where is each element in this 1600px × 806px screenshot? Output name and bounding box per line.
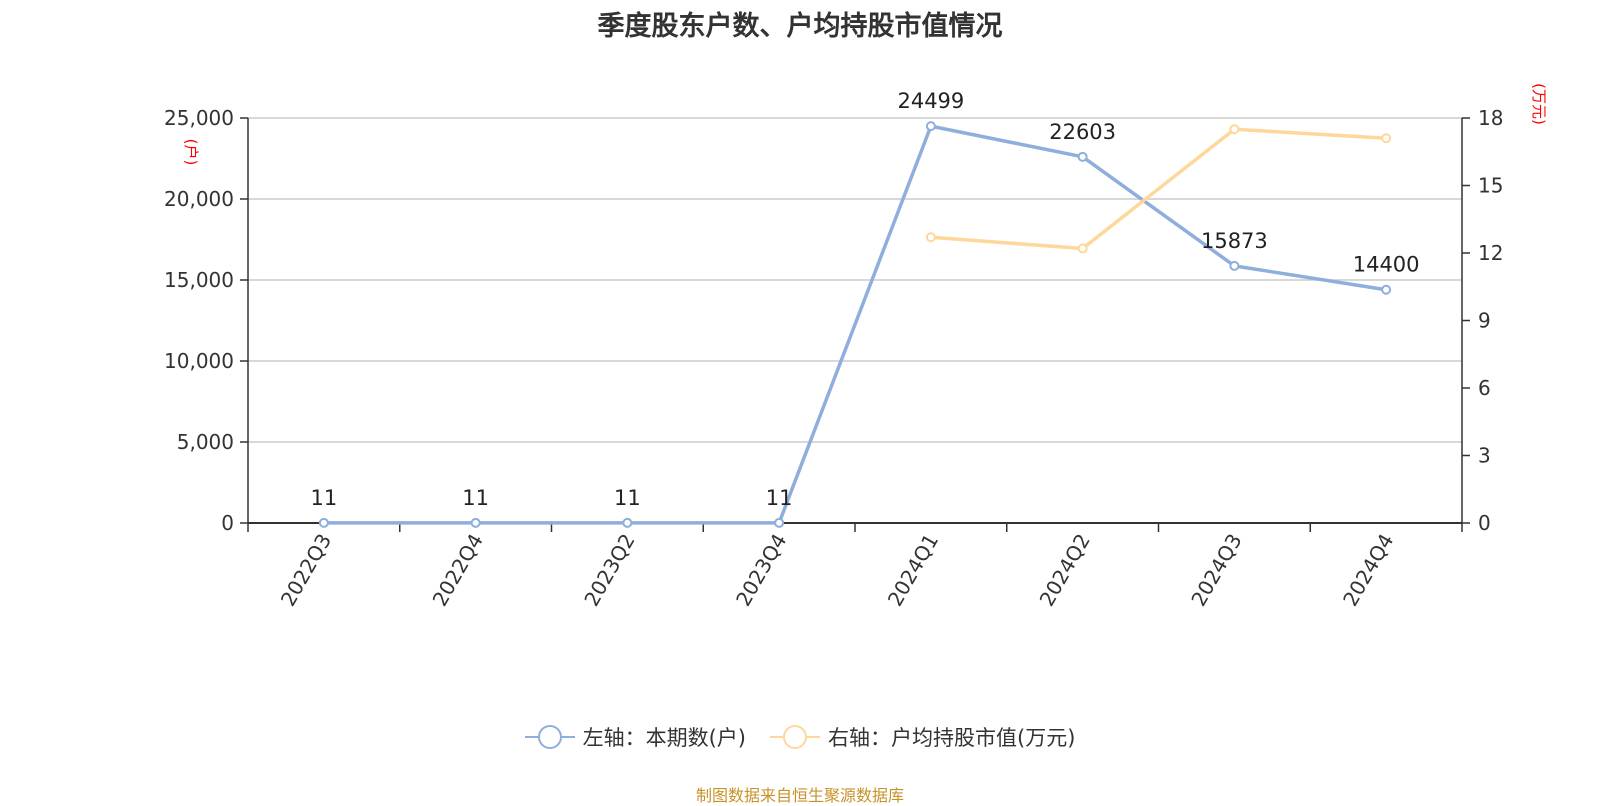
x-axis-tick-label: 2024Q4: [1338, 530, 1398, 611]
left-axis-tick-label: 25,000: [164, 106, 234, 130]
legend-item-left-series[interactable]: 左轴：本期数(户): [524, 722, 746, 752]
series-lines: [318, 121, 1392, 528]
data-label: 11: [311, 486, 338, 510]
x-axis-tick-label: 2024Q3: [1186, 530, 1246, 611]
legend: 左轴：本期数(户) 右轴：户均持股市值(万元): [0, 722, 1600, 752]
axes: 0 5,000 10,000 15,000 20,000 25,000 0 3 6 9 12 15 18…: [164, 83, 1548, 610]
x-axis-tick-label: 2023Q2: [579, 530, 639, 611]
right-axis-tick-label: 12: [1478, 241, 1503, 265]
right-axis-tick-label: 15: [1478, 174, 1503, 198]
data-point-left: [1077, 151, 1088, 162]
data-label: 22603: [1049, 120, 1116, 144]
x-axis-tick-label: 2024Q1: [883, 530, 943, 611]
data-point-right: [1381, 133, 1392, 144]
x-axis-tick-label: 2022Q4: [427, 530, 487, 611]
data-label: 24499: [897, 89, 964, 113]
legend-swatch-right-icon: [770, 724, 820, 750]
data-label: 11: [462, 486, 489, 510]
series-line-left: [323, 124, 1387, 525]
right-axis-tick-label: 6: [1478, 376, 1491, 400]
data-point-left: [318, 517, 329, 528]
data-point-left: [622, 517, 633, 528]
left-axis-unit-label: (户): [182, 139, 200, 166]
right-axis-tick-label: 0: [1478, 511, 1491, 535]
data-point-left: [470, 517, 481, 528]
legend-label-left-series: 左轴：本期数(户): [582, 726, 746, 750]
data-point-left: [925, 121, 936, 132]
data-point-right: [1229, 124, 1240, 135]
legend-swatch-left-icon: [524, 724, 575, 750]
legend-item-right-series[interactable]: 右轴：户均持股市值(万元): [770, 722, 1075, 752]
chart-title: 季度股东户数、户均持股市值情况: [597, 11, 1003, 42]
legend-label-right-series: 右轴：户均持股市值(万元): [828, 726, 1076, 750]
x-axis-tick-label: 2022Q3: [276, 530, 336, 611]
left-axis-tick-label: 0: [221, 511, 234, 535]
right-axis-unit-label: (万元): [1530, 83, 1548, 125]
data-point-left: [1229, 260, 1240, 271]
right-axis-tick-label: 9: [1478, 309, 1491, 333]
x-axis-tick-label: 2023Q4: [731, 530, 791, 611]
data-label: 11: [766, 486, 793, 510]
data-point-left: [1381, 284, 1392, 295]
data-point-right: [1077, 243, 1088, 254]
grid-lines: [248, 117, 1462, 443]
data-label: 11: [614, 486, 641, 510]
data-point-right: [925, 232, 936, 243]
left-axis-tick-label: 5,000: [177, 430, 234, 454]
right-axis-tick-label: 3: [1478, 444, 1491, 468]
series-line-right: [930, 127, 1387, 251]
right-axis-tick-label: 18: [1478, 106, 1503, 130]
data-point-left: [774, 517, 785, 528]
data-labels: 11 11 11 11 24499 22603 15873 14400: [311, 89, 1420, 510]
data-label: 14400: [1353, 253, 1420, 277]
source-note: 制图数据来自恒生聚源数据库: [695, 786, 904, 805]
x-axis-tick-label: 2024Q2: [1034, 530, 1094, 611]
left-axis-tick-label: 10,000: [164, 349, 234, 373]
left-axis-tick-label: 15,000: [164, 268, 234, 292]
left-axis-tick-label: 20,000: [164, 187, 234, 211]
data-label: 15873: [1201, 229, 1268, 253]
